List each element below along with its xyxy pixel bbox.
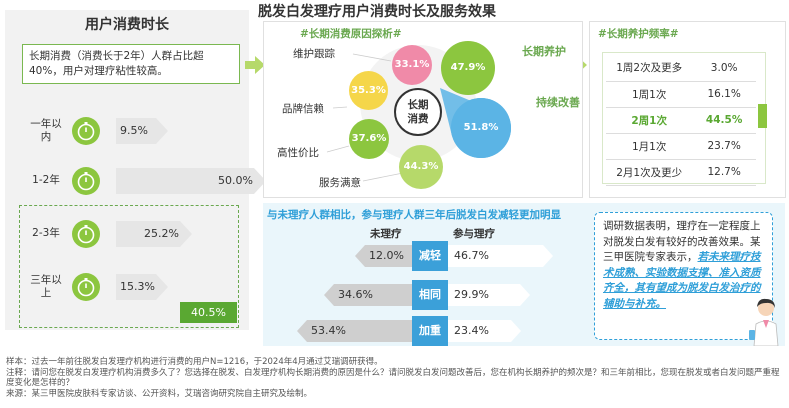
reason-bubble-repeat <box>451 98 511 158</box>
reasons-title: #长期消费原因探析# <box>300 28 402 40</box>
center-line: 消费 <box>407 113 429 125</box>
reason-bubble-value: 51.8% <box>463 122 499 133</box>
frequency-label: 1周1次 <box>606 81 693 108</box>
untreated-value: 53.4% <box>311 324 346 337</box>
callout-label: 持续改善 <box>536 96 580 109</box>
frequency-row: 2月1次及更少 12.7% <box>606 159 756 186</box>
doctor-illustration-icon <box>749 298 779 346</box>
change-label: 加重 <box>412 316 448 346</box>
col-untreated: 未理疗 <box>370 228 402 240</box>
stopwatch-icon <box>72 273 100 301</box>
duration-row-1: 一年以内 9.5% <box>28 116 243 146</box>
reason-bubble: 33.1% <box>392 45 432 85</box>
untreated-band <box>355 245 412 267</box>
duration-value: 15.3% <box>120 280 155 293</box>
reason-bubble: 47.9% <box>441 41 495 95</box>
frequency-label: 1月1次 <box>606 133 693 160</box>
long-term-group <box>19 205 239 328</box>
frequency-value: 12.7% <box>692 159 756 186</box>
center-line: 长期 <box>407 99 429 111</box>
duration-label: 1-2年 <box>32 174 60 186</box>
frequency-label: 2周1次 <box>606 107 693 134</box>
frequency-highlight-marker <box>758 104 767 128</box>
untreated-band <box>324 284 412 306</box>
main-title: 脱发白发理疗用户消费时长及服务效果 <box>258 4 496 20</box>
frequency-label: 2月1次及更少 <box>606 159 693 186</box>
treated-band <box>448 245 553 267</box>
comparison-title: 与未理疗人群相比，参与理疗人群三年后脱发白发减轻更加明显 <box>267 209 561 221</box>
frequency-row: 1月1次 23.7% <box>606 133 756 160</box>
duration-bar: 25.2% <box>116 221 192 247</box>
callout-label: 长期养护 <box>522 45 566 58</box>
duration-row-3: 2-3年 25.2% <box>28 219 243 249</box>
reason-label: 维护跟踪 <box>293 48 335 60</box>
long-term-badge: 40.5% <box>180 302 237 323</box>
change-label: 减轻 <box>412 241 448 271</box>
stopwatch-icon <box>72 220 100 248</box>
footnotes: 样本：过去一年前往脱发白发理疗机构进行消费的用户N=1216，于2024年4月通… <box>6 357 786 399</box>
footnote-sample: 样本：过去一年前往脱发白发理疗机构进行消费的用户N=1216，于2024年4月通… <box>6 357 383 367</box>
treated-band <box>448 320 521 342</box>
frequency-value: 16.1% <box>692 81 756 108</box>
duration-label: 2-3年 <box>32 227 60 239</box>
frequency-value: 23.7% <box>692 133 756 160</box>
expert-quote: 调研数据表明，理疗在一定程度上对脱发白发有较好的改善效果。某三甲医院专家表示，若… <box>594 212 773 340</box>
duration-row-4: 三年以上 15.3% <box>28 272 243 302</box>
frequency-row: 1周2次及更多 3.0% <box>606 55 756 82</box>
reason-label: 品牌信赖 <box>282 103 324 115</box>
reason-label: 服务满意 <box>319 177 361 189</box>
untreated-band <box>297 320 412 342</box>
frequency-title: #长期养护频率# <box>598 28 679 40</box>
treated-value: 46.7% <box>454 249 489 262</box>
duration-bar: 15.3% <box>116 274 168 300</box>
duration-label: 一年以内 <box>30 118 62 143</box>
untreated-value: 12.0% <box>369 249 404 262</box>
expert-text: 调研数据表明，理疗在一定程度上对脱发白发有较好的改善效果。某三甲医院专家表示， <box>603 220 761 263</box>
duration-value: 50.0% <box>218 174 253 187</box>
duration-description: 长期消费（消费长于2年）人群占比超40%，用户对理疗粘性较高。 <box>22 44 240 84</box>
center-circle: 长期 消费 <box>394 88 442 136</box>
footnote-source: 来源：某三甲医院皮肤科专家访谈、公开资料，艾瑞咨询研究院自主研究及绘制。 <box>6 388 313 399</box>
duration-value: 9.5% <box>120 124 148 137</box>
duration-bar: 50.0% <box>116 168 266 194</box>
frequency-table: 1周2次及更多 3.0% 1周1次 16.1% 2周1次 44.5% 1月1次 23.7… <box>606 55 756 186</box>
treated-value: 23.4% <box>454 324 489 337</box>
duration-value: 25.2% <box>144 227 179 240</box>
frequency-value: 44.5% <box>692 107 756 134</box>
frequency-label: 1周2次及更多 <box>606 55 693 82</box>
duration-bar: 9.5% <box>116 118 168 144</box>
duration-label: 三年以上 <box>30 274 62 299</box>
reason-label: 高性价比 <box>277 147 319 159</box>
col-treated: 参与理疗 <box>453 228 495 240</box>
reason-bubble: 44.3% <box>399 145 443 189</box>
duration-row-2: 1-2年 50.0% <box>28 166 243 196</box>
arrow-right-icon <box>245 56 265 74</box>
expert-highlight: 若未来理疗技术成熟、实验数据支撑、准入资质齐全，其有望成为脱发白发治疗的辅助与补… <box>603 251 761 310</box>
reason-bubble: 35.3% <box>349 71 388 110</box>
frequency-row: 1周1次 16.1% <box>606 81 756 108</box>
duration-title: 用户消费时长 <box>85 17 169 33</box>
untreated-value: 34.6% <box>338 288 373 301</box>
stopwatch-icon <box>72 167 100 195</box>
reason-bubble: 37.6% <box>349 119 389 159</box>
stopwatch-icon <box>72 117 100 145</box>
footnote-note: 注释：请问您在脱发白发理疗机构消费多久了？您选择在脱发、白发理疗机构长期消费的原… <box>6 367 780 389</box>
change-label: 相同 <box>412 280 448 310</box>
frequency-value: 3.0% <box>692 55 756 82</box>
treated-value: 29.9% <box>454 288 489 301</box>
treated-band <box>448 284 530 306</box>
frequency-row-highlight: 2周1次 44.5% <box>606 107 756 134</box>
